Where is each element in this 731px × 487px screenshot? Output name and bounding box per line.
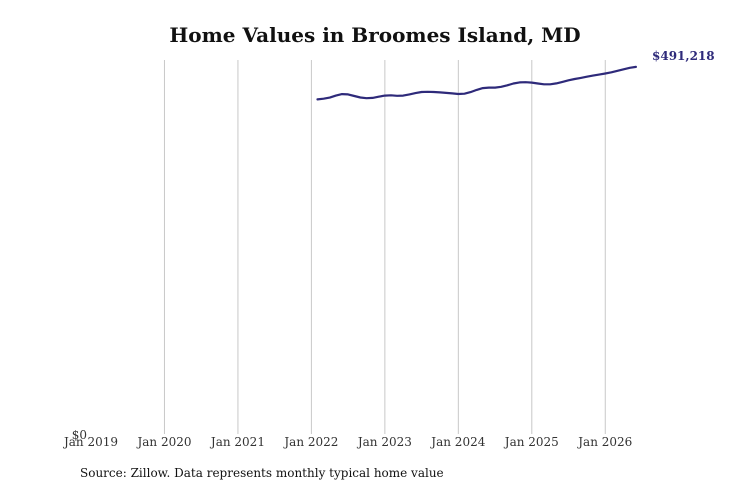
chart-title: Home Values in Broomes Island, MD — [169, 23, 580, 47]
series-line-layer — [316, 65, 638, 101]
latest-value-label: $491,218 — [652, 49, 715, 63]
source-note: Source: Zillow. Data represents monthly … — [80, 466, 444, 480]
x-tick-label: Jan 2026 — [576, 435, 632, 449]
gridlines — [163, 60, 606, 434]
x-tick-label: Jan 2019 — [62, 435, 118, 449]
home-value-line — [316, 65, 638, 101]
x-tick-label: Jan 2021 — [209, 435, 265, 449]
x-tick-label: Jan 2023 — [356, 435, 412, 449]
x-tick-label: Jan 2020 — [135, 435, 191, 449]
x-tick-label: Jan 2024 — [429, 435, 485, 449]
x-tick-label: Jan 2025 — [503, 435, 559, 449]
y-axis-zero-label: $0 — [72, 428, 87, 442]
x-tick-label: Jan 2022 — [282, 435, 338, 449]
x-axis-ticks: Jan 2019 Jan 2020 Jan 2021 Jan 2022 Jan 2023… — [62, 435, 632, 449]
